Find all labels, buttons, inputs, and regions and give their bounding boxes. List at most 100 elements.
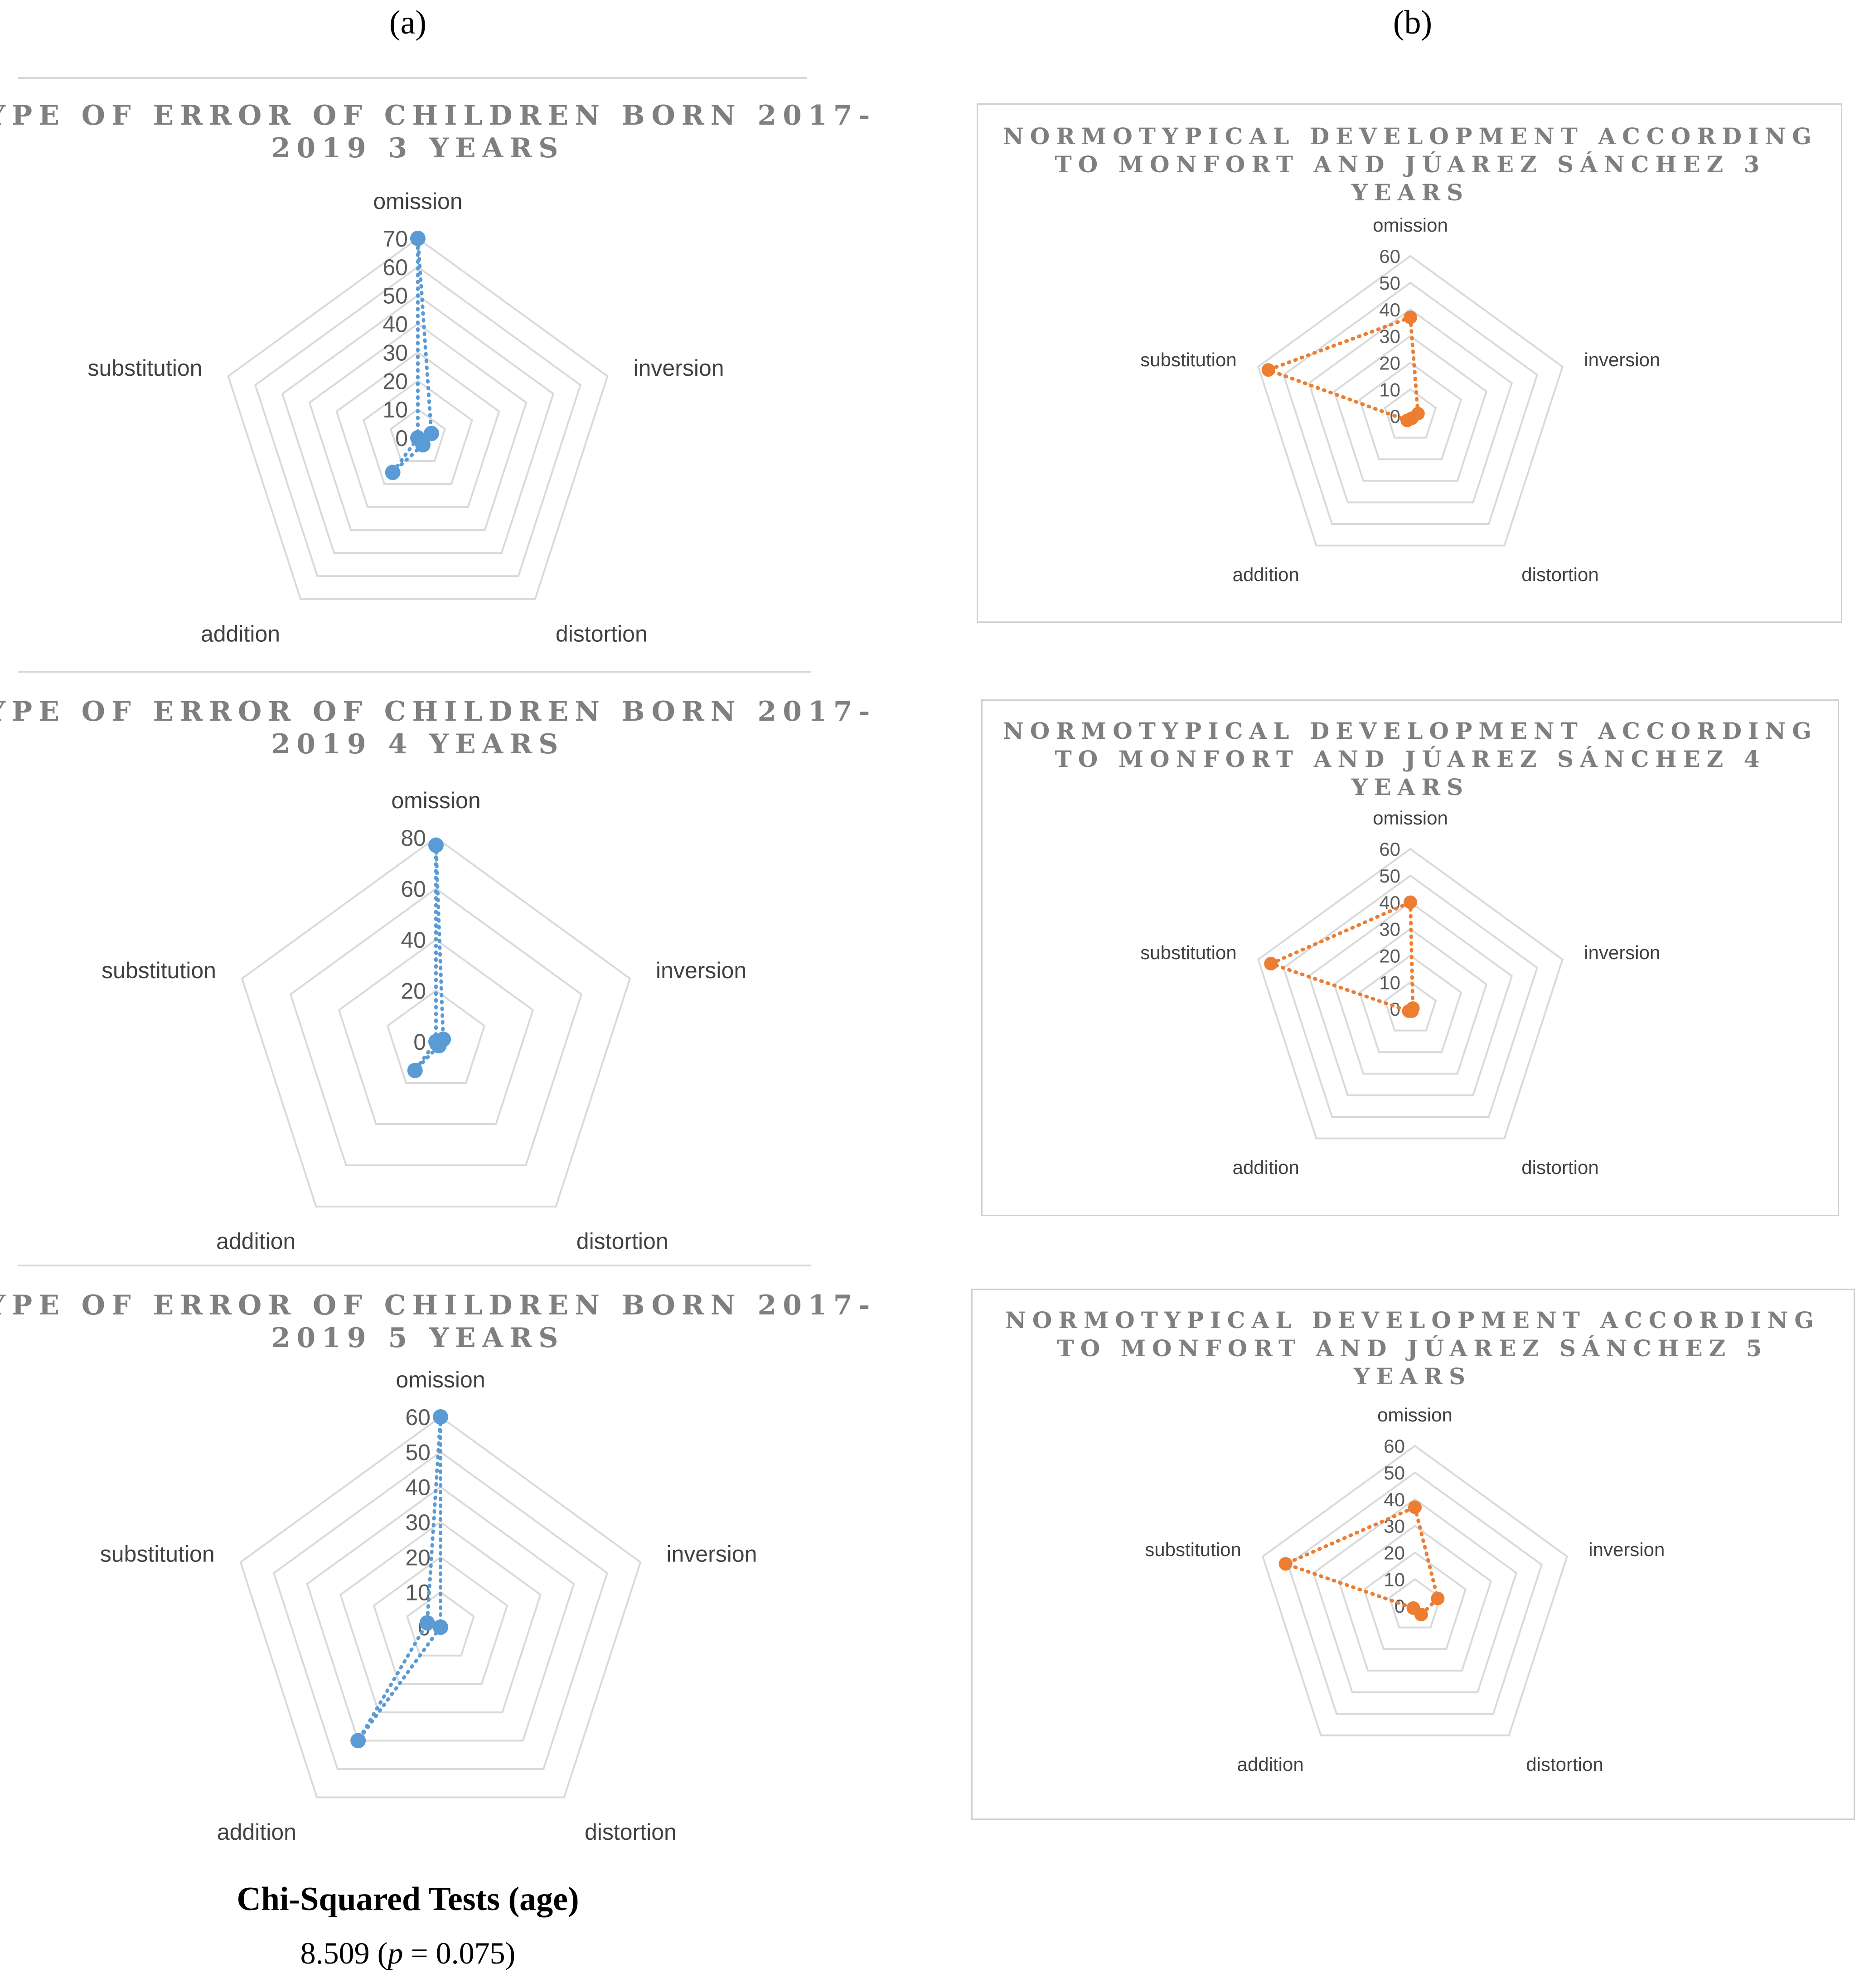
grid-ring bbox=[254, 266, 582, 577]
tick-label: 10 bbox=[405, 1580, 431, 1605]
grid-ring bbox=[239, 1416, 642, 1799]
grid-ring bbox=[363, 379, 473, 485]
tick-label: 0 bbox=[1394, 1595, 1405, 1617]
data-point-substitution bbox=[419, 1615, 435, 1631]
tick-label: 0 bbox=[395, 426, 408, 451]
chart-title-line: TYPE OF ERROR OF CHILDREN BORN 2017- bbox=[0, 100, 876, 131]
axis-label-addition: addition bbox=[1233, 564, 1299, 585]
tick-label: 20 bbox=[401, 979, 426, 1004]
data-point-addition bbox=[1402, 1004, 1416, 1018]
grid-ring bbox=[1282, 874, 1539, 1118]
separator-middle bbox=[18, 671, 811, 673]
chi-squared-value: 8.509 (p = 0.075) bbox=[300, 1936, 516, 1970]
grid-ring bbox=[1312, 1498, 1518, 1693]
chart-title-line: 2019 5 YEARS bbox=[271, 1322, 565, 1354]
grid-ring bbox=[1307, 308, 1513, 504]
data-point-omission bbox=[410, 231, 426, 246]
grid-ring bbox=[386, 989, 486, 1084]
tick-label: 20 bbox=[1379, 352, 1400, 373]
tick-label: 10 bbox=[1379, 972, 1400, 993]
separator-bottom bbox=[18, 1265, 811, 1266]
axis-label-substitution: substitution bbox=[1145, 1539, 1241, 1560]
chart-title-line: YEARS bbox=[1351, 179, 1469, 206]
axis-label-inversion: inversion bbox=[1584, 349, 1660, 370]
tick-label: 40 bbox=[405, 1475, 431, 1500]
axis-label-inversion: inversion bbox=[666, 1542, 757, 1567]
separator-top bbox=[18, 77, 807, 79]
axis-label-addition: addition bbox=[1237, 1754, 1304, 1775]
grid-ring bbox=[1261, 1445, 1569, 1736]
grid-ring bbox=[1257, 848, 1564, 1139]
chart-frame-b4 bbox=[981, 699, 1839, 1216]
tick-label: 80 bbox=[401, 825, 426, 851]
tick-label: 20 bbox=[1384, 1542, 1405, 1563]
tick-label: 40 bbox=[401, 927, 426, 953]
chart-title-line: YEARS bbox=[1351, 774, 1469, 800]
tick-label: 60 bbox=[383, 255, 408, 280]
chart-title-line: 2019 3 YEARS bbox=[271, 132, 565, 164]
axis-label-omission: omission bbox=[391, 788, 480, 813]
chart-title-line: YEARS bbox=[1353, 1363, 1472, 1390]
axis-label-inversion: inversion bbox=[1588, 1539, 1665, 1560]
chart-title-line: TO MONFORT AND JÚAREZ SÁNCHEZ 4 bbox=[1055, 746, 1766, 772]
data-point-substitution bbox=[428, 1034, 444, 1049]
chart-title-line: TO MONFORT AND JÚAREZ SÁNCHEZ 3 bbox=[1055, 151, 1766, 178]
data-point-inversion bbox=[423, 426, 439, 441]
chart-title-line: TO MONFORT AND JÚAREZ SÁNCHEZ 5 bbox=[1057, 1335, 1768, 1362]
tick-label: 50 bbox=[1384, 1462, 1405, 1484]
grid-ring bbox=[272, 1450, 609, 1770]
tick-label: 50 bbox=[383, 283, 408, 309]
chi-squared-title: Chi-Squared Tests (age) bbox=[237, 1881, 579, 1918]
axis-label-inversion: inversion bbox=[634, 355, 724, 381]
tick-label: 20 bbox=[383, 369, 408, 394]
tick-label: 0 bbox=[413, 1029, 426, 1055]
axis-label-substitution: substitution bbox=[100, 1542, 215, 1567]
grid-ring bbox=[306, 1486, 575, 1742]
grid-ring bbox=[1287, 1471, 1543, 1715]
grid-ring bbox=[1333, 335, 1488, 482]
tick-label: 40 bbox=[1384, 1489, 1405, 1510]
panel-b-label: (b) bbox=[1393, 4, 1433, 41]
chart-frame-b5 bbox=[971, 1289, 1855, 1820]
data-point-addition bbox=[1406, 1601, 1420, 1615]
axis-label-distortion: distortion bbox=[1526, 1754, 1603, 1775]
tick-label: 40 bbox=[383, 312, 408, 337]
tick-label: 70 bbox=[383, 226, 408, 252]
tick-label: 50 bbox=[1379, 865, 1400, 887]
grid-ring bbox=[406, 1591, 475, 1657]
axis-label-distortion: distortion bbox=[1521, 1157, 1598, 1178]
tick-label: 30 bbox=[1379, 326, 1400, 347]
grid-ring bbox=[1358, 361, 1462, 461]
series-line bbox=[391, 238, 433, 474]
data-point-substitution bbox=[1278, 1557, 1293, 1571]
data-point-omission bbox=[433, 1409, 448, 1425]
axis-label-addition: addition bbox=[217, 1819, 296, 1845]
data-point-addition bbox=[1400, 413, 1414, 427]
axis-label-substitution: substitution bbox=[102, 958, 216, 983]
chart-title-line: 2019 4 YEARS bbox=[271, 728, 565, 760]
data-point-substitution bbox=[1264, 957, 1278, 971]
tick-label: 60 bbox=[1384, 1435, 1405, 1457]
grid-ring bbox=[241, 836, 631, 1208]
data-point-distortion bbox=[433, 1619, 448, 1635]
chart-title-line: TYPE OF ERROR OF CHILDREN BORN 2017- bbox=[0, 1290, 876, 1321]
axis-label-addition: addition bbox=[216, 1229, 295, 1254]
data-point-substitution bbox=[1261, 363, 1275, 377]
tick-label: 30 bbox=[405, 1510, 431, 1535]
data-point-omission bbox=[1404, 310, 1417, 325]
grid-ring bbox=[1358, 954, 1462, 1053]
axis-label-inversion: inversion bbox=[1584, 942, 1660, 963]
data-point-substitution bbox=[410, 430, 426, 446]
tick-label: 20 bbox=[405, 1545, 431, 1570]
tick-label: 40 bbox=[1379, 299, 1400, 320]
chart-title-line: NORMOTYPICAL DEVELOPMENT ACCORDING bbox=[1005, 1307, 1820, 1333]
tick-label: 60 bbox=[405, 1405, 431, 1430]
axis-label-substitution: substitution bbox=[1140, 942, 1236, 963]
data-point-addition bbox=[385, 465, 401, 480]
grid-ring bbox=[1363, 1551, 1467, 1650]
axis-label-substitution: substitution bbox=[88, 355, 203, 381]
